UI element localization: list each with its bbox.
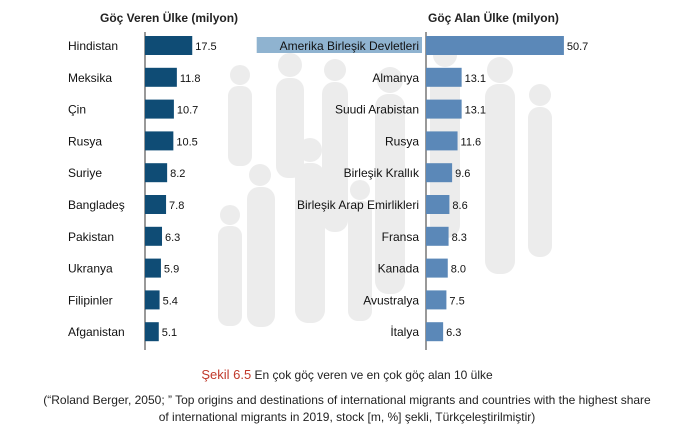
right-category-label: Suudi Arabistan: [335, 103, 419, 117]
left-category-label: Afganistan: [68, 325, 125, 339]
left-category-label: Suriye: [68, 166, 102, 180]
right-value-label: 50.7: [567, 41, 588, 53]
left-bar: [145, 290, 160, 310]
right-category-label: Avustralya: [363, 293, 419, 307]
right-bar: [426, 36, 564, 55]
left-value-label: 5.4: [163, 295, 178, 307]
right-value-label: 7.5: [449, 295, 464, 307]
left-category-label: Filipinler: [68, 293, 113, 307]
right-bar: [426, 322, 444, 342]
left-value-label: 10.5: [176, 136, 197, 148]
right-category-label: Rusya: [385, 134, 419, 148]
right-category-label: Kanada: [378, 262, 420, 276]
left-bar: [145, 67, 177, 87]
highlighted-label-box: [256, 37, 422, 53]
right-category-label: Birleşik Krallık: [344, 166, 420, 180]
right-panel-bars: Amerika Birleşik Devletleri 50.7 Almanya 13…: [256, 32, 588, 350]
left-value-label: 5.9: [164, 264, 179, 276]
left-bar: [145, 163, 168, 183]
left-value-label: 10.7: [177, 105, 198, 117]
right-value-label: 8.0: [451, 264, 466, 276]
left-panel-bars: Hindistan 17.5 Meksika 11.8 Çin 10.7 Rusya 10.5…: [68, 32, 217, 350]
right-bar: [426, 226, 449, 246]
left-category-label: Bangladeş: [68, 198, 125, 212]
left-value-label: 7.8: [169, 200, 184, 212]
left-value-label: 11.8: [180, 73, 201, 85]
left-category-label: Pakistan: [68, 230, 114, 244]
left-panel-title: Göç Veren Ülke (milyon): [100, 10, 238, 25]
left-category-label: Meksika: [68, 71, 112, 85]
right-category-label: İtalya: [390, 325, 419, 339]
right-bar: [426, 67, 462, 87]
right-bar: [426, 195, 450, 214]
left-value-label: 8.2: [170, 168, 185, 180]
right-value-label: 8.6: [452, 200, 467, 212]
right-panel-title: Göç Alan Ülke (milyon): [428, 10, 559, 25]
left-bar: [145, 195, 167, 214]
right-category-label: Almanya: [372, 71, 419, 85]
right-category-label: Fransa: [382, 230, 420, 244]
figure-label: Şekil 6.5: [201, 367, 252, 382]
right-bar: [426, 290, 447, 310]
left-category-label: Çin: [68, 103, 86, 117]
left-category-label: Rusya: [68, 134, 102, 148]
source-line-2: of international migrants in 2019, stock…: [158, 410, 536, 424]
left-bar: [145, 322, 159, 342]
right-value-label: 8.3: [452, 232, 467, 244]
left-bar: [145, 131, 174, 151]
left-value-label: 5.1: [162, 327, 177, 339]
right-bar: [426, 131, 458, 151]
right-value-label: 9.6: [455, 168, 470, 180]
left-value-label: 17.5: [195, 41, 216, 53]
left-category-label: Hindistan: [68, 39, 118, 53]
figure-text: En çok göç veren ve en çok göç alan 10 ü…: [254, 368, 493, 382]
left-value-label: 6.3: [165, 232, 180, 244]
left-bar: [145, 99, 174, 119]
right-bar: [426, 163, 453, 183]
right-value-label: 13.1: [465, 73, 486, 85]
right-value-label: 11.6: [461, 136, 482, 148]
left-category-label: Ukranya: [68, 262, 113, 276]
right-category-label: Birleşik Arap Emirlikleri: [297, 198, 419, 212]
right-bar: [426, 258, 448, 278]
right-value-label: 13.1: [465, 105, 486, 117]
left-bar: [145, 36, 193, 55]
figure-caption: Şekil 6.5 En çok göç veren ve en çok göç…: [0, 367, 694, 383]
source-line-1: (“Roland Berger, 2050; ” Top origins and…: [43, 393, 651, 407]
right-value-label: 6.3: [446, 327, 461, 339]
right-bar: [426, 99, 462, 119]
left-bar: [145, 226, 163, 246]
migration-bar-charts: Göç Veren Ülke (milyon) Göç Alan Ülke (m…: [68, 10, 588, 350]
right-category-label: Amerika Birleşik Devletleri: [280, 39, 419, 53]
left-bar: [145, 258, 161, 278]
